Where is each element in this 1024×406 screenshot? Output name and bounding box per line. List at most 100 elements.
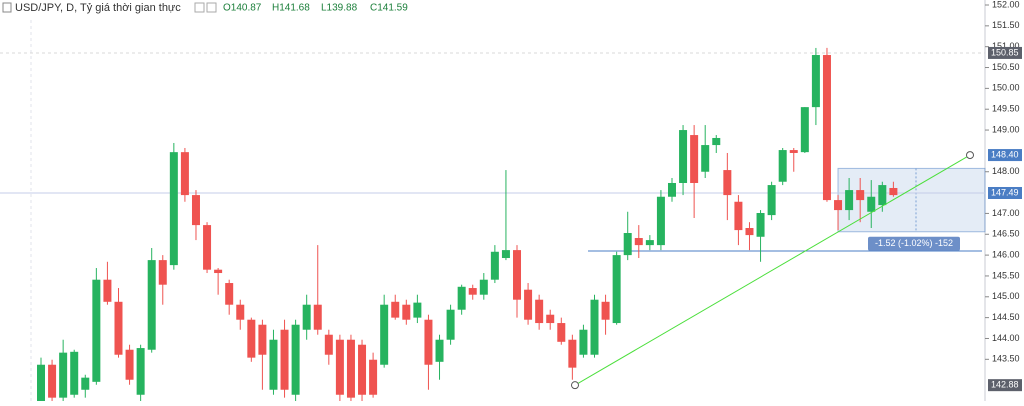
candle-body (479, 279, 488, 295)
candle-body (834, 200, 843, 211)
candle-body (236, 304, 245, 320)
candle-body (656, 196, 665, 246)
y-tick-label: 150.50 (992, 62, 1020, 72)
candle-body (280, 329, 289, 390)
candle-body (811, 55, 820, 108)
settings-icon[interactable] (206, 2, 217, 13)
candle-body (313, 304, 322, 330)
y-tick-label: 144.00 (992, 333, 1020, 343)
candle-body (856, 190, 865, 201)
y-tick-label: 143.50 (992, 354, 1020, 364)
price-marker-label: 147.49 (991, 187, 1019, 197)
candle-body (147, 260, 156, 350)
ohlc-value: H141.68 (272, 3, 310, 14)
candle-body (435, 339, 444, 362)
candle-body (214, 269, 223, 274)
price-marker-label: 142.88 (991, 380, 1019, 390)
candle-body (225, 283, 234, 305)
candle-body (513, 250, 522, 300)
candle-body (424, 319, 433, 365)
eye-icon[interactable] (194, 2, 205, 13)
price-marker (988, 149, 1022, 162)
y-tick-label: 152.00 (992, 0, 1020, 9)
candle-body (125, 349, 134, 380)
candle-body (203, 225, 212, 270)
y-tick-label: 148.00 (992, 166, 1020, 176)
candle-body (734, 201, 743, 231)
candle-body (457, 286, 466, 310)
candle-body (889, 187, 898, 196)
y-tick-label: 144.50 (992, 312, 1020, 322)
candle-body (81, 377, 90, 390)
candle-body (402, 304, 411, 320)
candle-body (822, 55, 831, 201)
candle-body (358, 344, 367, 395)
candle-body (169, 152, 178, 266)
candle-body (701, 145, 710, 172)
candle-body (789, 150, 798, 153)
trend-handle (571, 381, 579, 390)
candle-body (501, 250, 510, 259)
candle-body (269, 339, 278, 390)
candle-body (114, 301, 123, 355)
candle-body (92, 279, 101, 382)
y-tick-label: 149.50 (992, 104, 1020, 114)
y-tick-label: 149.00 (992, 124, 1020, 134)
candle-body (634, 238, 643, 246)
chart-title: USD/JPY, D, Tỷ giá thời gian thực (15, 2, 181, 14)
y-tick-label: 147.00 (992, 208, 1020, 218)
candle-body (723, 170, 732, 196)
candle-body (413, 302, 422, 318)
candle-body (756, 213, 765, 237)
candle-body (324, 334, 333, 355)
price-marker (988, 379, 1022, 392)
price-marker (988, 186, 1022, 199)
price-marker-label: 150.85 (991, 47, 1019, 57)
y-tick-label: 145.00 (992, 291, 1020, 301)
candle-body (346, 339, 355, 398)
candle-body (380, 304, 389, 365)
candle-body (369, 359, 378, 395)
candle-body (136, 348, 145, 395)
candle-body (302, 304, 311, 330)
candle-body (667, 182, 676, 197)
candle-body (867, 196, 876, 212)
candle-body (778, 150, 787, 182)
candle-body (258, 324, 267, 355)
candle-body (191, 195, 200, 226)
collapse-icon[interactable] (2, 2, 12, 13)
candle-body (601, 301, 610, 320)
candle-body (546, 314, 555, 324)
y-tick-label: 151.50 (992, 20, 1020, 30)
price-marker-label: 148.40 (991, 149, 1019, 159)
candle-body (712, 137, 721, 146)
candle-body (70, 351, 79, 395)
candle-body (180, 152, 189, 196)
y-tick-label: 146.50 (992, 229, 1020, 239)
ohlc-value: O140.87 (223, 3, 262, 14)
y-tick-label: 151.00 (992, 41, 1020, 51)
candle-body (579, 329, 588, 355)
trend-line (574, 154, 971, 386)
ohlc-value: C141.59 (370, 3, 408, 14)
measure-label-bg (868, 236, 960, 251)
candle-body (767, 185, 776, 216)
y-tick-label: 145.50 (992, 270, 1020, 280)
candle-body (446, 309, 455, 340)
candle-body (590, 299, 599, 355)
candle-body (335, 339, 344, 395)
candle-body (745, 228, 754, 236)
candle-body (679, 130, 688, 183)
candle-body (645, 240, 654, 246)
candle-body (690, 135, 699, 183)
candle-body (612, 255, 621, 324)
candle-body (103, 279, 112, 302)
candle-body (800, 107, 809, 153)
candle-body (623, 233, 632, 256)
candle-body (247, 319, 256, 358)
candle-body (59, 352, 68, 398)
candle-body (524, 289, 533, 320)
candle-body (158, 260, 167, 285)
candle-body (878, 185, 887, 206)
candle-body (845, 190, 854, 211)
